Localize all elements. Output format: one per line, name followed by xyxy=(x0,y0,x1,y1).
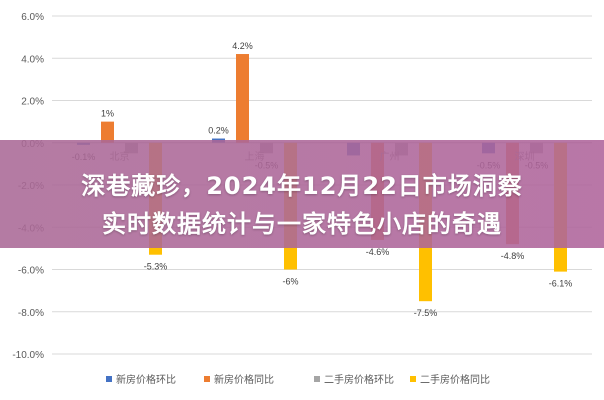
data-label: -6.1% xyxy=(549,279,573,289)
legend-label: 二手房价格环比 xyxy=(324,373,394,386)
y-tick-label: 2.0% xyxy=(21,97,44,108)
y-tick-label: -10.0% xyxy=(12,350,44,361)
data-label: -4.6% xyxy=(366,247,390,257)
data-label: -4.8% xyxy=(501,251,525,261)
data-label: -7.5% xyxy=(414,308,438,318)
data-label: 1% xyxy=(101,109,114,119)
data-label: 4.2% xyxy=(232,41,253,51)
y-tick-label: -8.0% xyxy=(18,308,44,319)
banner-title-line-1: 深巷藏珍，2024年12月22日市场洞察 xyxy=(81,172,523,200)
legend-swatch xyxy=(204,376,210,382)
legend: 新房价格环比 新房价格同比 二手房价格环比 二手房价格同比 xyxy=(106,373,490,386)
data-label: -6% xyxy=(282,277,298,287)
y-tick-label: 6.0% xyxy=(21,12,44,23)
legend-label: 新房价格同比 xyxy=(214,373,274,386)
legend-label: 二手房价格同比 xyxy=(420,373,490,386)
y-tick-label: -6.0% xyxy=(18,266,44,277)
legend-swatch xyxy=(314,376,320,382)
bar xyxy=(236,54,249,143)
legend-swatch xyxy=(106,376,112,382)
data-label: -5.3% xyxy=(144,262,168,272)
bar xyxy=(101,121,114,143)
title-banner xyxy=(0,140,604,248)
banner-title-line-2: 实时数据统计与一家特色小店的奇遇 xyxy=(102,210,502,238)
data-label: 0.2% xyxy=(208,126,229,136)
y-tick-label: 4.0% xyxy=(21,54,44,65)
legend-label: 新房价格环比 xyxy=(116,373,176,386)
legend-swatch xyxy=(410,376,416,382)
